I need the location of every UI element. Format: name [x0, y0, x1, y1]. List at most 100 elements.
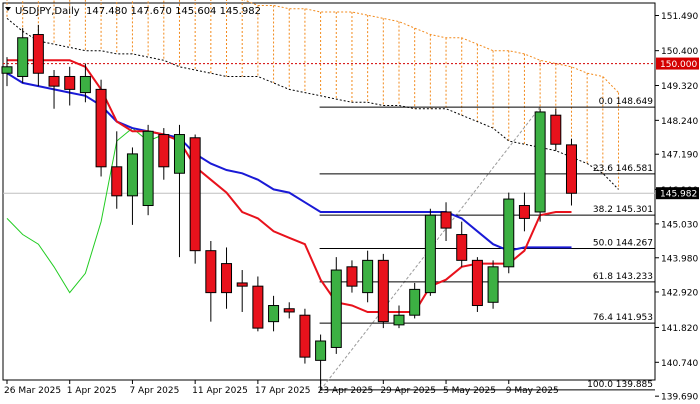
- candle-body[interactable]: [503, 198, 515, 268]
- candle-body[interactable]: [330, 269, 342, 348]
- current-price-tag: [656, 187, 699, 200]
- x-tick-label: 29 Apr 2025: [380, 386, 436, 396]
- current-price-label: 145.982: [660, 190, 697, 200]
- candle[interactable]: [550, 108, 562, 151]
- candle-body[interactable]: [173, 134, 185, 174]
- candle[interactable]: [330, 257, 342, 354]
- candle-body[interactable]: [1, 66, 13, 74]
- candle-body[interactable]: [189, 137, 201, 252]
- candle-body[interactable]: [346, 266, 358, 287]
- candle[interactable]: [487, 260, 499, 309]
- candle[interactable]: [283, 302, 295, 319]
- ohlc-values: 147.480 147.670 145.604 145.982: [86, 6, 261, 17]
- candle-body[interactable]: [487, 266, 499, 303]
- candlestick-series[interactable]: [1, 24, 577, 390]
- candle[interactable]: [173, 124, 185, 258]
- candle[interactable]: [534, 108, 546, 222]
- candle[interactable]: [299, 308, 311, 364]
- symbol-label: USDJPY,Daily: [15, 6, 80, 17]
- candle-body[interactable]: [409, 288, 421, 316]
- candle[interactable]: [189, 134, 201, 264]
- candle-body[interactable]: [440, 211, 452, 229]
- candle-body[interactable]: [550, 114, 562, 145]
- cloud-span-b-line: [6, 18, 619, 190]
- candle-body[interactable]: [17, 37, 29, 77]
- candle[interactable]: [409, 282, 421, 319]
- fib-level-label: 76.4 141.953: [593, 313, 653, 323]
- candle-body[interactable]: [236, 282, 248, 287]
- candle[interactable]: [346, 260, 358, 293]
- candle-body[interactable]: [48, 75, 60, 87]
- x-tick-label: 7 Apr 2025: [129, 386, 179, 396]
- price-axis[interactable]: 151.490150.400149.320148.240147.190146.1…: [655, 12, 699, 403]
- candle[interactable]: [205, 240, 217, 322]
- chart-header: USDJPY,Daily 147.480 147.670 145.604 145…: [5, 6, 261, 17]
- candle-body[interactable]: [377, 259, 389, 323]
- candle-body[interactable]: [252, 285, 264, 329]
- candle-body[interactable]: [362, 259, 374, 294]
- chikou-span-line: [6, 127, 164, 294]
- y-tick-label: 145.030: [661, 220, 698, 230]
- candle-body[interactable]: [64, 75, 76, 90]
- candle-body[interactable]: [283, 308, 295, 313]
- candle[interactable]: [95, 79, 107, 177]
- candle[interactable]: [111, 131, 123, 209]
- candle[interactable]: [32, 24, 44, 87]
- candle-body[interactable]: [79, 75, 91, 94]
- candle-body[interactable]: [95, 88, 107, 168]
- y-tick-label: 147.190: [661, 151, 698, 161]
- candle[interactable]: [268, 295, 280, 332]
- candle-body[interactable]: [158, 134, 170, 168]
- candle-body[interactable]: [32, 34, 44, 74]
- candle[interactable]: [565, 138, 577, 206]
- candle-body[interactable]: [393, 314, 405, 326]
- candle[interactable]: [252, 276, 264, 332]
- candle-body[interactable]: [111, 166, 123, 197]
- candle[interactable]: [48, 70, 60, 109]
- candle-body[interactable]: [534, 111, 546, 213]
- candle[interactable]: [456, 221, 468, 267]
- fib-level-label: 38.2 145.301: [593, 205, 653, 215]
- candle-body[interactable]: [471, 259, 483, 307]
- candle[interactable]: [64, 66, 76, 106]
- candle[interactable]: [1, 57, 13, 87]
- fib-level-label: 61.8 143.233: [593, 272, 653, 282]
- candle-body[interactable]: [299, 314, 311, 358]
- candle[interactable]: [518, 192, 530, 232]
- candle[interactable]: [236, 270, 248, 312]
- candle-body[interactable]: [518, 205, 530, 219]
- candle[interactable]: [126, 147, 138, 225]
- candle-body[interactable]: [315, 340, 327, 361]
- candle[interactable]: [393, 305, 405, 329]
- x-tick-label: 1 Apr 2025: [67, 386, 117, 396]
- x-tick-label: 9 May 2025: [506, 386, 559, 396]
- candle[interactable]: [79, 63, 91, 103]
- candle[interactable]: [424, 208, 436, 296]
- candle-body[interactable]: [424, 214, 436, 294]
- candle[interactable]: [142, 124, 154, 216]
- y-tick-label: 140.740: [661, 359, 698, 369]
- x-tick-label: 17 Apr 2025: [255, 386, 311, 396]
- candle[interactable]: [440, 202, 452, 241]
- candle[interactable]: [362, 250, 374, 303]
- fibonacci-retracement: 0.0 148.649 23.6 146.581 38.2 145.301 50.0 …: [319, 97, 655, 391]
- y-tick-label: 151.490: [661, 12, 698, 22]
- candle[interactable]: [158, 128, 170, 180]
- candle[interactable]: [221, 247, 233, 309]
- candle-body[interactable]: [221, 263, 233, 294]
- candle-body[interactable]: [205, 250, 217, 294]
- collapse-arrow-icon[interactable]: [5, 7, 11, 11]
- candle[interactable]: [17, 28, 29, 83]
- time-axis[interactable]: 26 Mar 2025 1 Apr 2025 7 Apr 2025 11 Apr 20…: [4, 380, 559, 396]
- candle-body[interactable]: [268, 305, 280, 323]
- candle-body[interactable]: [142, 130, 154, 207]
- candle-body[interactable]: [565, 144, 577, 194]
- candle[interactable]: [377, 253, 389, 329]
- candle[interactable]: [503, 192, 515, 274]
- x-tick-label: 23 Apr 2025: [318, 386, 374, 396]
- candle-body[interactable]: [456, 234, 468, 261]
- candle[interactable]: [471, 257, 483, 312]
- candle-body[interactable]: [126, 153, 138, 197]
